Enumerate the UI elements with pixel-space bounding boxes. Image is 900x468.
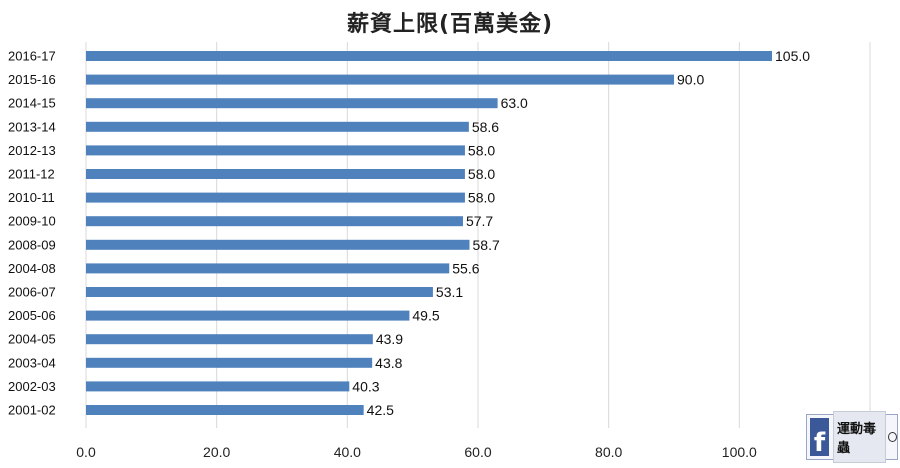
value-label: 53.1 [436,284,463,300]
category-label: 2013-14 [8,119,56,134]
bar [86,263,450,274]
category-label: 2009-10 [8,214,56,229]
watermark-logo: f 運動毒蟲 [806,411,898,463]
category-label: 2004-05 [8,332,56,347]
value-label: 58.7 [473,237,500,253]
category-label: 2008-09 [8,237,56,252]
bar [86,145,465,156]
x-tick-label: 60.0 [464,444,491,460]
bar [86,239,470,250]
value-label: 43.9 [376,331,403,347]
category-label: 2014-15 [8,96,56,111]
value-label: 40.3 [352,378,379,394]
chart-title: 薪資上限(百萬美金) [346,12,554,37]
bar [86,74,674,85]
watermark-text: 運動毒蟲 [833,411,887,463]
value-label: 58.0 [468,190,495,206]
value-label: 58.6 [472,119,499,135]
category-label: 2010-11 [8,190,55,205]
bar [86,405,364,415]
category-label: 2002-03 [8,379,56,394]
bar [86,192,465,203]
category-label: 2015-16 [8,72,56,87]
bar [86,357,373,368]
x-tick-label: 80.0 [595,444,622,460]
category-label: 2006-07 [8,285,56,300]
x-tick-label: 40.0 [334,444,361,460]
category-label: 2004-08 [8,261,56,276]
x-tick-label: 0.0 [76,444,96,460]
value-label: 58.0 [468,166,495,182]
value-label: 57.7 [466,213,493,229]
category-label: 2001-02 [8,403,56,418]
value-label: 105.0 [775,48,810,64]
value-label: 49.5 [412,308,439,324]
category-label: 2012-13 [8,143,56,158]
bar [86,121,469,132]
bar [86,98,498,109]
value-label: 42.5 [367,402,394,418]
value-label: 58.0 [468,142,495,158]
category-label: 2016-17 [8,49,56,64]
magnifier-icon [888,432,897,442]
bar [86,216,463,227]
bar [86,287,433,297]
bar [86,169,465,179]
bar [86,310,410,321]
facebook-icon: f [810,418,830,456]
bar [86,381,350,392]
category-label: 2003-04 [8,355,56,370]
value-label: 90.0 [677,72,704,88]
category-label: 2005-06 [8,308,56,323]
x-tick-label: 100.0 [722,444,757,460]
x-tick-label: 20.0 [203,444,230,460]
value-label: 43.8 [375,355,402,371]
category-label: 2011-12 [8,167,55,182]
bar [86,51,772,61]
value-label: 55.6 [452,260,479,276]
bar [86,334,373,345]
value-label: 63.0 [501,95,528,111]
